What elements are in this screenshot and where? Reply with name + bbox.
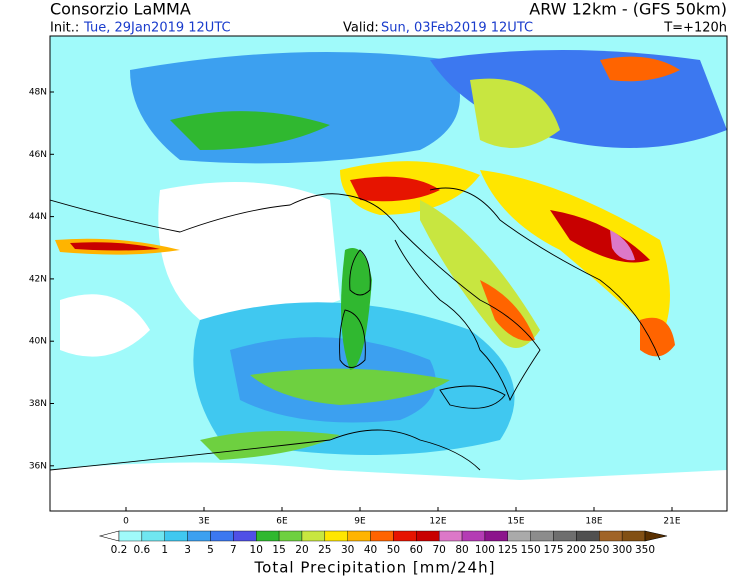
colorbar-swatch <box>621 530 646 542</box>
colorbar-swatch <box>187 530 211 542</box>
colorbar-label: 30 <box>341 544 354 556</box>
precip-field <box>50 36 727 511</box>
colorbar-label: 125 <box>498 544 518 556</box>
colorbar-label: 3 <box>184 544 191 556</box>
init-label: Init.: <box>50 21 79 36</box>
lat-label: 36N <box>29 461 47 471</box>
colorbar-swatch <box>553 530 577 542</box>
valid-label: Valid: <box>343 21 379 36</box>
valid-time: Sun, 03Feb2019 12UTC <box>381 21 533 36</box>
title: Consorzio LaMMA <box>50 0 191 19</box>
colorbar-swatch <box>118 530 143 542</box>
colorbar-label: 25 <box>318 544 331 556</box>
colorbar-label: 350 <box>635 544 655 556</box>
colorbar-label: 175 <box>543 544 563 556</box>
colorbar-title: Total Precipitation [mm/24h] <box>254 559 496 577</box>
colorbar-high <box>644 530 668 542</box>
colorbar-label: 0.6 <box>134 544 151 556</box>
colorbar-label: 7 <box>230 544 237 556</box>
colorbar-label: 40 <box>364 544 377 556</box>
colorbar-swatch <box>233 530 257 542</box>
colorbar-swatch <box>301 530 326 542</box>
colorbar-label: 15 <box>272 544 285 556</box>
colorbar-label: 100 <box>475 544 495 556</box>
colorbar-swatch <box>438 530 463 542</box>
lon-label: 6E <box>276 517 288 527</box>
colorbar-swatch <box>484 530 508 542</box>
lon-label: 18E <box>585 517 602 527</box>
lat-label: 46N <box>29 150 47 160</box>
colorbar-label: 70 <box>432 544 445 556</box>
colorbar-label: 80 <box>455 544 468 556</box>
colorbar-label: 250 <box>589 544 609 556</box>
colorbar-swatch <box>530 530 554 542</box>
colorbar-label: 50 <box>387 544 400 556</box>
lat-label: 48N <box>29 88 47 98</box>
colorbar-swatch <box>256 530 280 542</box>
colorbar-swatch <box>278 530 303 542</box>
colorbar-label: 150 <box>521 544 541 556</box>
colorbar-swatch <box>370 530 394 542</box>
colorbar-swatch <box>141 530 165 542</box>
colorbar-label: 1 <box>161 544 168 556</box>
colorbar-label: 5 <box>207 544 214 556</box>
colorbar-swatch <box>461 530 486 542</box>
colorbar-swatch <box>599 530 623 542</box>
colorbar-label: 10 <box>250 544 263 556</box>
lon-label: 21E <box>663 517 680 527</box>
colorbar-label: 60 <box>410 544 423 556</box>
colorbar-swatch <box>507 530 531 542</box>
lat-label: 42N <box>29 274 47 284</box>
colorbar-swatch <box>576 530 600 542</box>
init-time: Tue, 29Jan2019 12UTC <box>83 21 231 36</box>
lon-label: 15E <box>507 517 524 527</box>
colorbar-swatch <box>324 530 348 542</box>
colorbar-low <box>98 530 120 542</box>
lat-label: 40N <box>29 337 47 347</box>
colorbar-label: 300 <box>612 544 632 556</box>
colorbar-label: 200 <box>566 544 586 556</box>
map-frame <box>49 35 728 512</box>
colorbar-swatch <box>210 530 234 542</box>
model: ARW 12km - (GFS 50km) <box>529 0 727 19</box>
lat-label: 44N <box>29 212 47 222</box>
colorbar-swatch <box>164 530 188 542</box>
lon-label: 0 <box>123 517 129 527</box>
lat-label: 38N <box>29 399 47 409</box>
lon-label: 3E <box>198 517 210 527</box>
colorbar-swatch <box>393 530 417 542</box>
colorbar-label: 20 <box>295 544 308 556</box>
colorbar-swatch <box>416 530 440 542</box>
lon-label: 12E <box>429 517 446 527</box>
lon-label: 9E <box>354 517 366 527</box>
coastlines <box>50 187 661 471</box>
colorbar-label: 0.2 <box>111 544 128 556</box>
lead-time: T=+120h <box>663 21 727 36</box>
colorbar-swatch <box>347 530 371 542</box>
